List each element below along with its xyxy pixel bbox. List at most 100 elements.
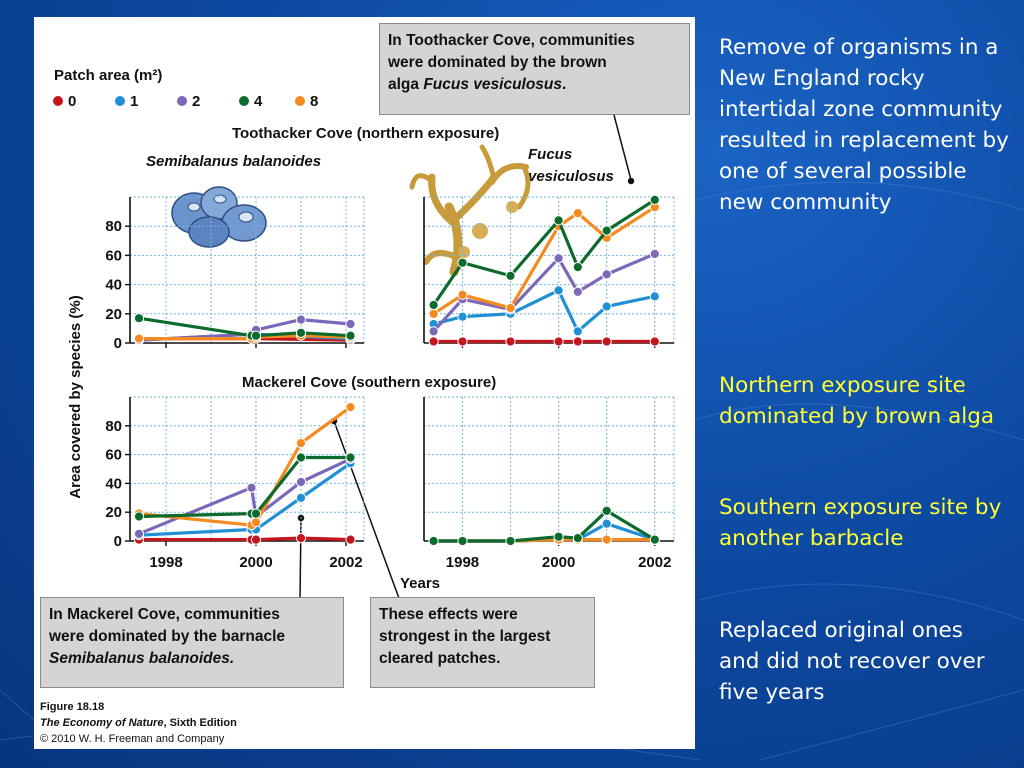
data-point-1 xyxy=(601,518,612,529)
caption-figure-number: Figure 18.18 xyxy=(40,701,105,713)
species-label-semibalanus: Semibalanus balanoides xyxy=(146,153,321,170)
side-text-northern: Northern exposure site dominated by brow… xyxy=(719,373,995,429)
data-point-0 xyxy=(601,336,612,347)
data-point-2 xyxy=(572,286,583,297)
data-point-4 xyxy=(295,452,307,463)
data-point-4 xyxy=(428,535,439,547)
caption-book-title: The Economy of Nature xyxy=(40,717,164,729)
x-tick-label: 2000 xyxy=(239,554,272,571)
data-point-4 xyxy=(345,330,356,341)
legend-label-1: 1 xyxy=(130,93,138,110)
barnacle-illustration xyxy=(171,186,267,248)
callout-toothacker-period: . xyxy=(562,76,567,93)
data-point-0 xyxy=(345,534,356,545)
data-point-1 xyxy=(295,492,307,503)
data-point-8 xyxy=(601,534,612,545)
data-point-0 xyxy=(428,336,439,347)
x-tick-label: 2002 xyxy=(329,554,362,571)
data-point-0 xyxy=(572,336,583,347)
caption-edition: , Sixth Edition xyxy=(163,717,237,729)
legend-marker-1 xyxy=(115,96,125,106)
data-point-4 xyxy=(553,215,564,226)
y-tick-label: 80 xyxy=(105,218,122,235)
y-tick-label: 40 xyxy=(105,475,122,492)
data-point-4 xyxy=(601,505,612,516)
callout-toothacker-line3: alga Fucus vesiculosus. xyxy=(388,74,681,96)
legend: 0 1 2 4 8 xyxy=(53,93,318,110)
data-point-4 xyxy=(345,452,356,463)
y-tick-label: 40 xyxy=(105,277,122,294)
bottom-panel-title: Mackerel Cove (southern exposure) xyxy=(242,374,496,391)
data-point-8 xyxy=(295,438,307,449)
data-point-0 xyxy=(505,336,516,347)
data-point-4 xyxy=(295,327,307,338)
series-line-0 xyxy=(139,536,351,542)
data-point-4 xyxy=(428,299,439,311)
data-point-0 xyxy=(250,534,262,545)
y-tick-label: 20 xyxy=(105,306,122,323)
data-point-2 xyxy=(133,528,145,539)
data-point-1 xyxy=(457,311,468,322)
legend-label-2: 2 xyxy=(192,93,200,110)
callout-toothacker-line2: were dominated by the brown xyxy=(388,54,607,71)
data-point-4 xyxy=(601,225,612,236)
top-panel-title: Toothacker Cove (northern exposure) xyxy=(232,125,499,142)
y-tick-label: 80 xyxy=(105,418,122,435)
callout-mackerel-line2: were dominated by the barnacle xyxy=(49,628,286,645)
data-point-4 xyxy=(250,330,262,341)
legend-label-4: 4 xyxy=(254,93,263,110)
data-point-2 xyxy=(295,476,307,488)
data-point-4 xyxy=(457,257,468,268)
data-point-8 xyxy=(572,208,583,219)
y-tick-label: 0 xyxy=(114,533,122,550)
data-point-8 xyxy=(133,333,145,344)
figure-panel: Patch area (m²) 0 1 2 4 8 Toothacker Cove (n… xyxy=(34,17,695,749)
data-point-2 xyxy=(246,482,257,493)
chart-panel-1: 0 20 40 60 80 xyxy=(105,196,365,352)
callout-toothacker: In Toothacker Cove, communities were dom… xyxy=(379,23,690,115)
data-point-4 xyxy=(133,313,145,324)
data-point-4 xyxy=(553,531,564,542)
callout-toothacker-line1: In Toothacker Cove, communities xyxy=(388,32,635,49)
charts: 0 20 40 60 80 0 20 40 60 80 1998 2000 2002 1998 2000 20… xyxy=(105,194,675,571)
data-point-4 xyxy=(133,511,145,522)
series-line-2 xyxy=(138,457,352,536)
side-text-removal: Remove of organisms in a New England roc… xyxy=(719,35,1009,215)
data-point-2 xyxy=(601,269,612,280)
callout-effects: These effects were strongest in the larg… xyxy=(370,597,595,688)
y-tick-label: 60 xyxy=(105,247,122,264)
data-point-4 xyxy=(572,533,583,544)
callout-effects-line3: cleared patches. xyxy=(379,650,501,667)
y-tick-label: 60 xyxy=(105,447,122,464)
data-point-4 xyxy=(505,535,516,547)
data-point-8 xyxy=(457,289,468,300)
data-point-0 xyxy=(295,533,307,544)
series-line-8 xyxy=(138,405,352,527)
data-point-2 xyxy=(295,314,307,325)
data-point-4 xyxy=(649,194,660,205)
data-point-1 xyxy=(601,301,612,312)
y-tick-label: 20 xyxy=(105,504,122,521)
chart-panel-4: 1998 2000 2002 xyxy=(423,396,675,571)
data-point-0 xyxy=(649,336,660,347)
callout-mackerel-species: Semibalanus balanoides. xyxy=(49,650,235,667)
legend-title: Patch area (m²) xyxy=(54,67,162,84)
data-point-4 xyxy=(649,534,660,545)
data-point-8 xyxy=(505,302,516,314)
fucus-illustration xyxy=(409,144,531,277)
callout-toothacker-line3a: alga xyxy=(388,76,424,93)
data-point-1 xyxy=(553,285,564,296)
data-point-2 xyxy=(345,318,356,330)
series-line-4 xyxy=(433,509,656,543)
y-axis-label: Area covered by species (%) xyxy=(67,295,84,498)
data-point-4 xyxy=(572,262,583,273)
x-tick-label: 2002 xyxy=(638,554,671,571)
data-point-2 xyxy=(428,326,439,337)
callout-mackerel: In Mackerel Cove, communities were domin… xyxy=(40,597,344,688)
side-text-replaced: Replaced original ones and did not recov… xyxy=(719,618,985,705)
figure-caption: Figure 18.18 The Economy of Nature, Sixt… xyxy=(40,699,237,747)
callout-effects-line1: These effects were xyxy=(379,606,518,623)
callout-pointers xyxy=(297,114,635,602)
caption-book-line: The Economy of Nature, Sixth Edition xyxy=(40,715,237,731)
data-point-1 xyxy=(572,326,583,337)
